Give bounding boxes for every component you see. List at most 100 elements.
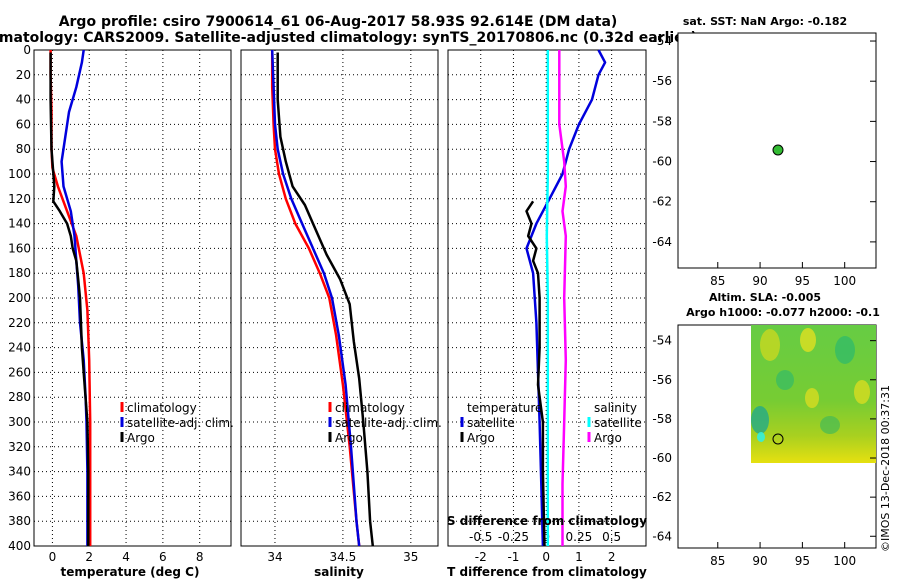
legend-label-temp-argo: Argo [467,431,495,445]
difference-legend: temperature satellite Argo salinity sate… [460,401,642,445]
salinity-tick-labels: 34 34.5 35 [267,550,418,564]
lat-tick-label: -60 [652,451,672,465]
pressure-tick-label: 160 [8,241,31,255]
pressure-tick-label: 20 [16,68,31,82]
x-tick-label: 34.5 [330,550,357,564]
pressure-tick-label: 340 [8,465,31,479]
legend-title-temperature: temperature [467,401,542,415]
sla-field [751,325,876,463]
x-tick-label: 6 [159,550,167,564]
x-tick-label: 2 [608,550,616,564]
x-tick-label: 8 [196,550,204,564]
lat-tick-label: -54 [652,334,672,348]
pressure-tick-label: 80 [16,142,31,156]
salinity-legend: climatology satellite-adj. clim. Argo [328,401,442,445]
pressure-tick-label: 180 [8,266,31,280]
legend-label-argo: Argo [127,431,155,445]
lon-tick-label: 90 [752,274,767,288]
pressure-tick-label: 140 [8,217,31,231]
salinity-panel: 34 34.5 35 climatology satellite-adj. clim… [240,49,442,579]
x-tick-label: 1 [575,550,583,564]
x-tick-label: 0 [49,550,57,564]
pressure-tick-label: 280 [8,390,31,404]
difference-tick-labels: -2 -1 0 1 2 -0.5 -0.25 0 0.25 0.5 [469,530,621,564]
x-tick-label: 35 [403,550,418,564]
argo-position-marker-sla [772,433,784,445]
x-tick-label: 0 [542,550,550,564]
x-tick-label: -1 [507,550,519,564]
lat-tick-label: -54 [652,34,672,48]
lat-tick-label: -58 [652,412,672,426]
legend-label-satellite: satellite-adj. clim. [127,416,234,430]
lat-tick-label: -60 [652,155,672,169]
pressure-tick-label: 260 [8,365,31,379]
pressure-tick-label: 360 [8,489,31,503]
series-line-satellite-adj-clim- [270,49,361,547]
x-tick-label: 4 [122,550,130,564]
x-tick-label: 34 [267,550,282,564]
lat-tick-label: -56 [652,373,672,387]
sst-map-lat-ticks: -54 -56 -58 -60 -62 -64 [652,34,876,249]
lat-tick-label: -62 [652,195,672,209]
difference-top-xlabel: S difference from climatology [447,514,647,528]
legend-label-sal-satellite: satellite [594,416,642,430]
pressure-tick-label: 400 [8,539,31,553]
lon-tick-label: 95 [795,274,810,288]
lat-tick-label: -64 [652,529,672,543]
s-diff-tick-label: -0.5 [469,530,492,544]
legend-label-climatology: climatology [127,401,197,415]
legend-label-argo: Argo [335,431,363,445]
sst-map: sat. SST: NaN Argo: -0.182 -54-56-58-60-… [652,15,877,288]
s-diff-tick-label: 0.25 [566,530,593,544]
temperature-tick-labels: 0 2 4 6 8 [49,550,204,564]
sst-map-title: sat. SST: NaN Argo: -0.182 [683,15,847,28]
temperature-legend: climatology satellite-adj. clim. Argo [120,401,234,445]
series-line-argo [49,52,90,546]
title-line-1: Argo profile: csiro 7900614_61 06-Aug-20… [59,14,618,30]
sla-map-lon-ticks: 85 90 95 100 [710,542,856,568]
pressure-tick-label: 100 [8,167,31,181]
sst-map-lon-ticks: 85 90 95 100 [710,262,856,288]
lon-tick-label: 95 [795,554,810,568]
lon-tick-label: 100 [833,554,856,568]
pressure-tick-label: 60 [16,117,31,131]
series-line-argo [276,52,375,547]
legend-label-temp-satellite: satellite [467,416,515,430]
pressure-tick-label: 40 [16,93,31,107]
sla-map-title-1: Altim. SLA: -0.005 [709,291,821,304]
difference-panel: -2 -1 0 1 2 -0.5 -0.25 0 0.25 0.5 temperature sat… [447,49,647,579]
pressure-tick-label: 120 [8,192,31,206]
sla-map-title-2: Argo h1000: -0.077 h2000: -0.1 [686,306,880,319]
s-diff-tick-label: 0.5 [602,530,621,544]
lon-tick-label: 85 [710,274,725,288]
sla-map-lat-ticks: -54 -56 -58 -60 -62 -64 [652,334,876,543]
temperature-lines [49,49,92,546]
difference-xlabel: T difference from climatology [447,565,647,579]
legend-label-sal-argo: Argo [594,431,622,445]
series-line-climatology [270,50,361,547]
difference-grid [448,50,646,546]
legend-title-salinity: salinity [594,401,637,415]
lat-tick-label: -62 [652,490,672,504]
lon-tick-label: 85 [710,554,725,568]
pressure-tick-label: 200 [8,291,31,305]
temperature-grid [34,50,231,546]
temperature-xlabel: temperature (deg C) [61,565,200,579]
title-line-2: Climatology: CARS2009. Satellite-adjuste… [0,30,697,46]
credit-text: ©IMOS 13-Dec-2018 00:37:31 [879,385,892,552]
s-diff-tick-label: -0.25 [498,530,529,544]
pressure-tick-labels: 0 20 40 60 80 100 120 140 160 180 200 220 240 260 280 3… [8,43,31,553]
legend-label-satellite: satellite-adj. clim. [335,416,442,430]
pressure-tick-label: 380 [8,514,31,528]
difference-lines [525,49,607,547]
x-tick-label: 2 [85,550,93,564]
series-line-salinity-argo [558,50,568,546]
s-diff-tick-label: 0 [542,530,550,544]
pressure-tick-label: 0 [23,43,31,57]
pressure-tick-label: 300 [8,415,31,429]
series-line-salinity-satellite [545,50,550,546]
pressure-tick-label: 240 [8,341,31,355]
pressure-tick-label: 320 [8,440,31,454]
lon-tick-label: 90 [752,554,767,568]
